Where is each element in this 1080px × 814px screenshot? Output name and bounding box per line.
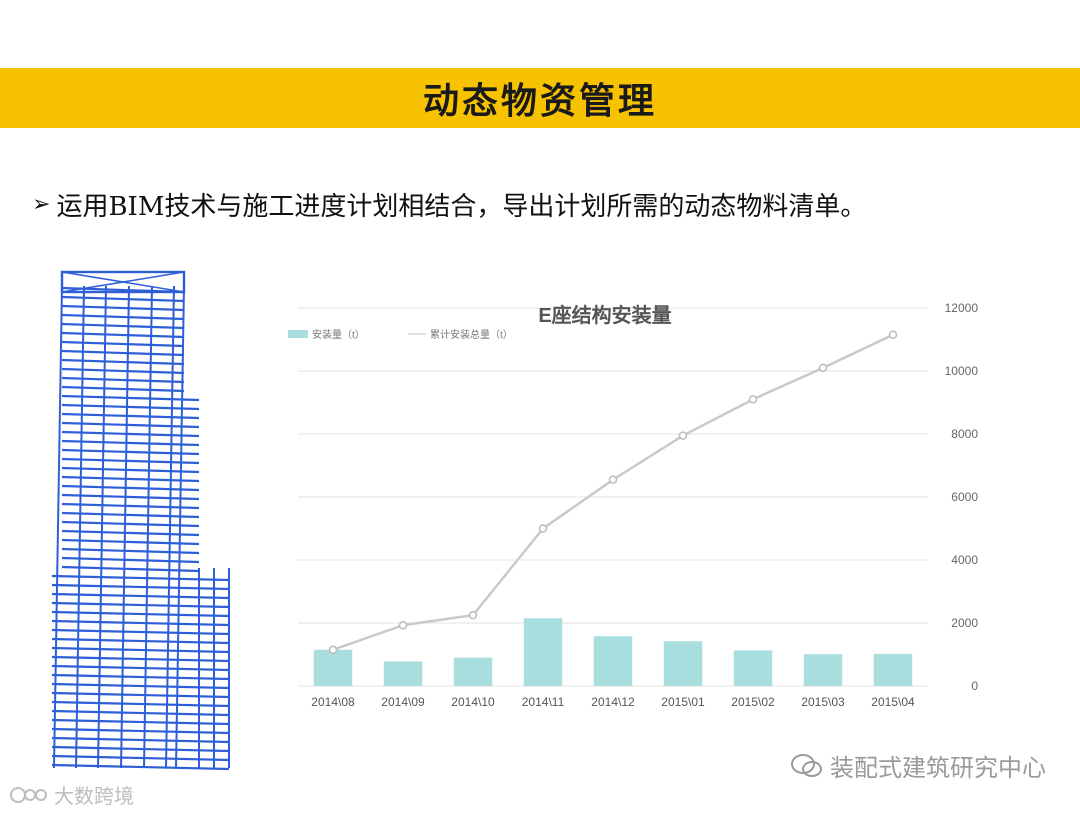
x-tick-label: 2014\09 [381, 695, 425, 709]
wechat-icon [791, 753, 822, 777]
x-tick-label: 2015\04 [871, 695, 915, 709]
page-title: 动态物资管理 [422, 81, 657, 122]
building-structure-model [51, 270, 230, 771]
legend: 安装量（t） 累计安装总量（t） [288, 328, 513, 341]
line-point [888, 330, 898, 340]
x-tick-label: 2014\08 [311, 695, 355, 709]
bar [733, 650, 773, 686]
legend-label-line: 累计安装总量（t） [430, 328, 513, 341]
watermark-right: 装配式建筑研究中心 [790, 748, 1046, 783]
line-point [328, 645, 338, 655]
x-tick-label: 2014\11 [522, 695, 565, 709]
bar [453, 657, 493, 686]
x-tick-label: 2014\10 [451, 695, 495, 709]
y-tick-label: 0 [971, 679, 978, 693]
bar [523, 618, 563, 686]
watermark-left: 大数跨境 [10, 780, 134, 809]
bar [663, 641, 703, 686]
bullet-point: ➢ 运用BIM技术与施工进度计划相结合，导出计划所需的动态物料清单。 [32, 184, 866, 224]
y-tick-label: 8000 [951, 427, 978, 441]
installation-chart: 2014\08 2014\09 2014\10 2014\11 2014\12 2015\… [288, 301, 979, 709]
legend-label-bar: 安装量（t） [312, 328, 365, 341]
bar [593, 636, 633, 686]
y-tick-label: 2000 [951, 616, 978, 630]
bar [383, 661, 423, 686]
title-bar: 动态物资管理 [0, 68, 1080, 128]
line-point [538, 524, 548, 533]
cumulative-line [332, 333, 894, 651]
bullet-text: 运用BIM技术与施工进度计划相结合，导出计划所需的动态物料清单。 [56, 191, 867, 222]
line-point [468, 610, 478, 620]
arrow-bullet-icon: ➢ [32, 191, 51, 217]
x-tick-label: 2015\01 [661, 695, 705, 709]
brand-logo-icon [10, 786, 47, 803]
y-tick-label: 10000 [945, 364, 979, 378]
watermark-left-text: 大数跨境 [54, 784, 134, 808]
x-tick-label: 2014\12 [591, 695, 635, 709]
legend-swatch-bar [288, 330, 308, 338]
chart-title: E座结构安装量 [538, 303, 671, 327]
watermark-right-text: 装配式建筑研究中心 [830, 754, 1046, 782]
y-tick-label: 12000 [945, 301, 979, 315]
bar [803, 654, 843, 686]
bar [313, 649, 353, 686]
line-point [398, 620, 408, 630]
x-tick-label: 2015\02 [731, 695, 775, 709]
line-point [608, 475, 618, 484]
line-point [748, 395, 758, 404]
bar [873, 653, 913, 686]
line-point [678, 431, 688, 440]
line-point [818, 363, 828, 373]
x-tick-label: 2015\03 [801, 695, 845, 709]
y-tick-label: 4000 [951, 553, 978, 567]
y-tick-label: 6000 [951, 490, 978, 504]
